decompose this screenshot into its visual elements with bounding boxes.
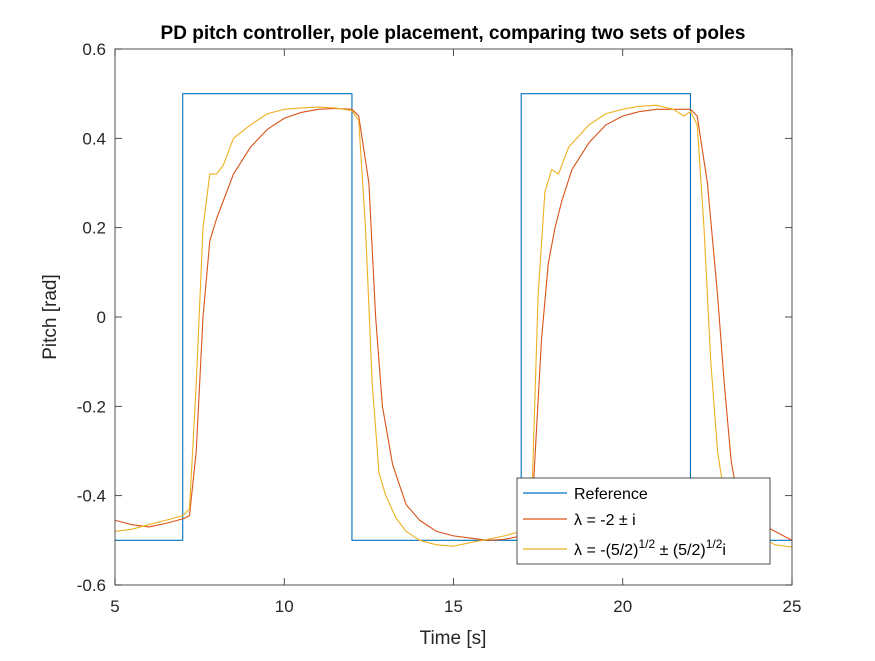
chart-title: PD pitch controller, pole placement, com… [161,23,746,44]
series-line-0 [115,93,792,541]
legend: Reference λ = -2 ± i λ = -(5/2)1/2 ± (5/2)… [516,477,771,565]
y-tick-label: 0.6 [82,40,106,59]
y-tick-label: 0 [97,308,106,327]
legend-label-2: λ = -(5/2)1/2 ± (5/2)1/2i [574,537,726,559]
series-lines [115,93,792,548]
y-tick-label: -0.4 [77,487,106,506]
x-tick-label: 10 [275,597,294,616]
series-line-1 [115,107,792,541]
x-tick-label: 15 [444,597,463,616]
legend-label-1: λ = -2 ± i [574,512,636,529]
x-axis-label: Time [s] [420,628,487,649]
y-tick-label: -0.6 [77,576,106,595]
legend-label-0: Reference [574,486,648,503]
legend-box [516,477,771,565]
y-tick-label: 0.4 [82,129,106,148]
y-tick-label: 0.2 [82,219,106,238]
x-tick-label: 25 [783,597,802,616]
series-line-2 [115,104,792,548]
y-tick-label: -0.2 [77,397,106,416]
x-tick-label: 5 [110,597,119,616]
y-axis-label: Pitch [rad] [40,274,61,360]
x-tick-label: 20 [613,597,632,616]
